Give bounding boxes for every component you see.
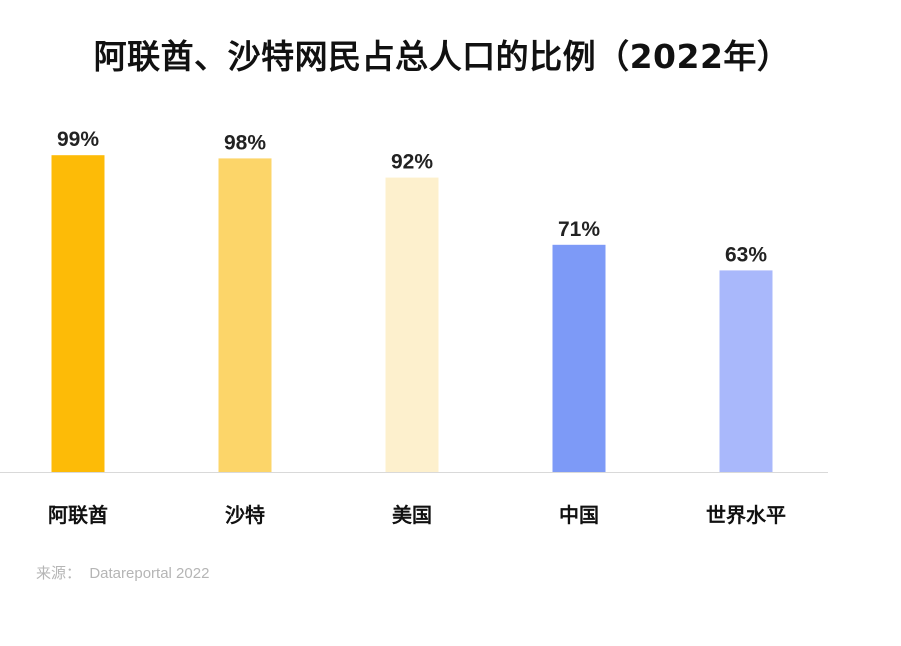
value-labels-group: 99% 98% 92% 71% 63%	[57, 128, 767, 266]
category-label-4: 中国	[559, 503, 599, 527]
bars-group	[51, 155, 773, 472]
bar-1	[51, 155, 105, 472]
value-label-2: 98%	[224, 131, 266, 154]
category-label-2: 沙特	[225, 503, 265, 527]
category-label-1: 阿联酋	[48, 503, 108, 527]
value-label-5: 63%	[725, 243, 767, 266]
bar-5	[719, 270, 773, 472]
value-label-3: 92%	[391, 151, 433, 174]
category-labels-group: 阿联酋 沙特 美国 中国 世界水平	[48, 503, 786, 527]
bar-2	[218, 158, 272, 472]
chart-title: 阿联酋、沙特网民占总人口的比例（2022年）	[93, 37, 791, 76]
category-label-5: 世界水平	[706, 503, 786, 527]
category-label-3: 美国	[392, 503, 432, 527]
value-label-4: 71%	[558, 218, 600, 241]
value-label-1: 99%	[57, 128, 99, 151]
bar-3	[385, 177, 439, 472]
chart-source-note: 来源： Datareportal 2022	[36, 565, 210, 582]
bar-4	[552, 244, 606, 472]
